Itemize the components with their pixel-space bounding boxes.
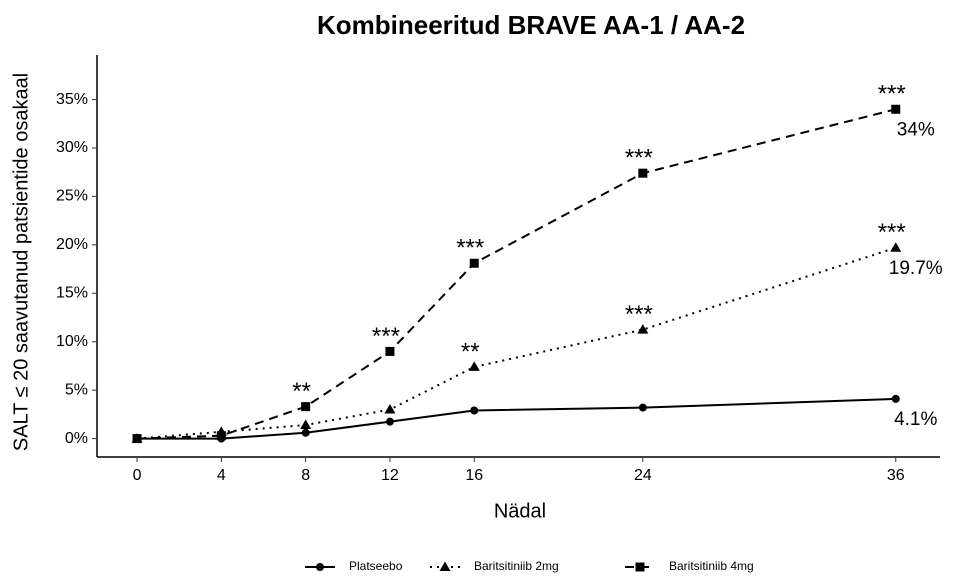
legend-label: Baritsitiniib 2mg [474, 559, 559, 573]
y-axis-title: SALT ≤ 20 saavutanud patsientide osakaal [10, 73, 32, 451]
marker [385, 346, 395, 356]
x-tick-label: 36 [887, 467, 905, 484]
significance-label: *** [878, 219, 906, 246]
marker [216, 431, 226, 441]
significance-label: *** [372, 323, 400, 350]
x-tick-label: 16 [465, 467, 483, 484]
legend-item: Baritsitiniib 2mg [430, 559, 559, 573]
legend-label: Baritsitiniib 4mg [669, 559, 754, 573]
marker [469, 258, 479, 268]
marker [891, 104, 901, 114]
y-tick-label: 0% [65, 430, 88, 447]
series-line [137, 108, 896, 440]
value-label: 19.7% [889, 258, 943, 279]
marker [316, 563, 324, 571]
marker [301, 428, 310, 437]
x-tick-label: 24 [634, 467, 652, 484]
y-tick-label: 15% [56, 285, 88, 302]
legend-item: Baritsitiniib 4mg [625, 559, 754, 573]
marker [385, 417, 394, 426]
significance-label: *** [625, 145, 653, 172]
x-tick-label: 8 [301, 467, 310, 484]
marker [384, 404, 396, 414]
significance-label: *** [625, 301, 653, 328]
y-tick-label: 5% [65, 381, 88, 398]
value-label: 4.1% [894, 409, 937, 430]
marker [890, 242, 902, 252]
legend-item: Platseebo [305, 559, 403, 573]
marker [301, 402, 311, 412]
marker [638, 403, 647, 412]
y-tick-label: 25% [56, 188, 88, 205]
x-tick-label: 12 [381, 467, 399, 484]
y-tick-label: 30% [56, 139, 88, 156]
marker [439, 561, 451, 571]
significance-label: *** [878, 81, 906, 108]
significance-label: ** [292, 378, 311, 405]
y-tick-label: 20% [56, 236, 88, 253]
x-tick-label: 0 [133, 467, 142, 484]
significance-label: ** [461, 338, 480, 365]
value-label: 34% [897, 119, 935, 140]
significance-label: *** [456, 235, 484, 262]
marker [132, 434, 142, 444]
marker [470, 406, 479, 415]
chart-title: Kombineeritud BRAVE AA-1 / AA-2 [317, 10, 745, 40]
marker [468, 361, 480, 371]
marker [638, 168, 648, 178]
x-axis-title: Nädal [494, 500, 546, 522]
y-tick-label: 10% [56, 333, 88, 350]
series-line [137, 397, 896, 440]
legend-label: Platseebo [349, 559, 403, 573]
y-tick-label: 35% [56, 91, 88, 108]
marker [637, 324, 649, 334]
marker [891, 394, 900, 403]
marker [635, 562, 645, 572]
x-tick-label: 4 [217, 467, 226, 484]
marker [300, 419, 312, 430]
